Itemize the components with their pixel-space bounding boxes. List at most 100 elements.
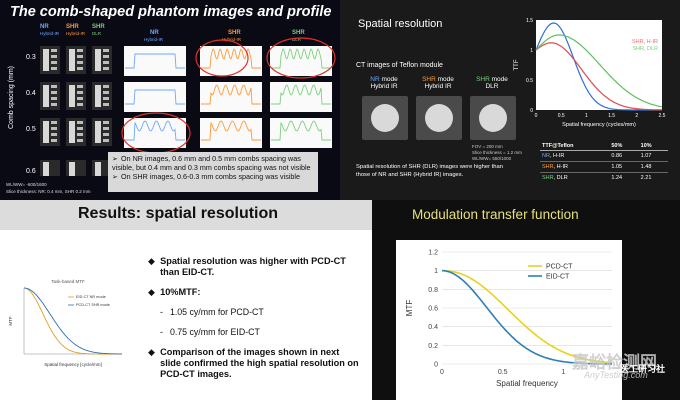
bullet-1: ◆ Spatial resolution was higher with PCD-… [148,256,346,277]
y-tick-label: 1.5 [526,18,533,24]
highlight-circle [266,37,336,79]
ttf-series-dlr [535,34,663,108]
ct-image-dlr [470,96,516,140]
x-axis-label: Spatial frequency [496,379,558,388]
y-tick-label: 0.4 [428,324,438,331]
plot-head-nr-sub: Hybrid-IR [144,37,164,42]
y-tick-label: 0 [530,108,533,114]
ttf-series-shr [535,42,662,111]
y-tick-label: 1 [530,48,533,54]
x-tick-label: 1.5 [608,113,615,119]
row-label-0.4: 0.4 [26,90,36,97]
arrow-bullet-icon: ➢ [112,154,119,163]
comb-image [92,82,112,110]
task-based-mtf-chart: Task-based MTF EID-CT NR mode PCD-CT SHR m… [6,276,130,372]
diamond-bullet-icon: ◆ [148,287,156,297]
ttf-table-header: TTF@Teflon 50% 10% [540,142,668,151]
image-column-heads: NR Hybrid-IR SHR Hybrid-IR SHR DLR [40,24,116,42]
profile-plot [200,82,262,112]
slide-title: Results: spatial resolution [78,205,279,222]
x-axis-label: Spatial frequency (cycles/mm) [562,122,636,128]
mode-label-shr: SHR mode Hybrid IR [422,76,454,90]
slice-note: Slice thickness = 1.2 mm [472,150,522,155]
slice-thickness-note: Slice thickness: NR: 0.4 mm, SHR 0.2 mm [6,189,91,194]
col-head-nr: NR [40,24,49,30]
comb-image [66,118,86,146]
mtf-series-eid [442,269,612,365]
results-bullets: ◆ Spatial resolution was higher with PCD-… [148,256,360,380]
diamond-bullet-icon: ◆ [148,347,156,357]
y-tick-label: 0.5 [526,78,533,84]
legend-entry: PCD-CT [546,264,573,271]
ttf-row-dlr: SHR, DLR 1.24 2.21 [542,175,652,181]
y-tick-label: 1 [434,268,438,275]
mini-legend-entry: EID-CT NR mode [76,295,106,299]
ct-image-shr [416,96,462,140]
profile-plot [124,46,186,76]
mini-series-pcd [23,287,122,355]
mini-chart-title: Task-based MTF [51,279,85,284]
col-head-dlr: SHR [92,24,105,30]
wl-note: WL/WW= 550/1000 [472,156,512,161]
y-axis-label: MTF [405,300,414,317]
plot-head-nr: NR [150,30,159,36]
plot-head-dlr-sub: DLR [292,37,302,42]
mini-series-eid [23,287,122,355]
ttf-series-nr [535,22,662,111]
findings-box: ➢ On NR images, 0.6 mm and 0.5 mm combs s… [108,152,318,192]
arrow-bullet-icon: ➢ [112,172,119,181]
mini-x-label: Spatial frequency [cycle/mm] [44,362,102,367]
sub-bullet-2: -0.75 cy/mm for EID-CT [160,327,260,337]
ct-image-nr [362,96,408,140]
comb-image [92,46,112,74]
comb-phantom-slide: The comb-shaped phantom images and profi… [0,0,340,200]
summary-text: Spatial resolution of SHR (DLR) images w… [356,164,503,178]
plot-head-dlr: SHR [292,30,305,36]
ttf-row-shr: SHR, H-IR 1.05 1.48 [540,162,668,173]
y-tick-label: 0.6 [428,306,438,313]
mini-y-label: MTF [8,316,13,325]
col-head-shr: SHR [66,24,79,30]
row-label-0.6: 0.6 [26,168,36,175]
bullet-2: ◆ 10%MTF: [148,287,201,297]
comb-image-grid [40,37,336,176]
mtf-chart-area [396,240,622,400]
comb-image [66,160,86,176]
col-head-dlr-sub: DLR [92,31,102,36]
comb-image [40,46,60,74]
y-tick-label: 0.2 [428,343,438,350]
comb-image [40,82,60,110]
ttf-chart: 0 0.5 1 1.5 0 0.5 1 1.5 2 2.5 TTF Spatial frequency… [514,18,666,128]
comb-image [40,160,60,176]
y-axis-label: TTF [514,59,520,70]
col-head-shr-sub: Hybrid-IR [66,31,86,36]
row-label-0.3: 0.3 [26,54,36,61]
comb-image [92,160,112,176]
profile-plot [270,82,332,112]
window-level-note: WL/WW= -600/1600 [6,182,47,187]
watermark-en: AnyTesting.com [584,370,648,380]
profile-plot [270,46,332,76]
mini-legend-entry: PCD-CT SHR mode [76,303,110,307]
mtf-chart: 0 0.2 0.4 0.6 0.8 1 1.2 0 0.5 1 MTF Spatial frequen… [405,250,613,388]
results-slide: Results: spatial resolution Task-based M… [0,200,372,400]
spatial-resolution-slide: Spatial resolution CT images of Teflon m… [340,0,680,200]
sub-bullet-1: -1.05 cy/mm for PCD-CT [160,307,264,317]
slide-title: Modulation transfer function [412,207,579,222]
profile-plot [124,118,186,148]
ct-images-title: CT images of Teflon module [356,62,443,69]
watermark-cn: 嘉峪检测网 [572,353,657,372]
col-head-nr-sub: Hybrid-IR [40,31,60,36]
row-label-0.5: 0.5 [26,126,36,133]
x-tick-label: 0.5 [558,113,565,119]
x-tick-label: 2 [635,113,638,119]
comb-image [40,118,60,146]
ttf-row-nr: NR, H-IR 0.86 1.07 [540,151,668,162]
y-tick-label: 0 [434,362,438,369]
ttf-table: TTF@Teflon 50% 10% NR, H-IR 0.86 1.07 SH… [540,142,668,183]
legend-entry: SHR, H-IR [632,39,658,45]
profile-plot [200,46,262,76]
profile-plot [270,118,332,148]
x-tick-label: 0 [440,369,444,376]
profile-plot [124,82,186,112]
